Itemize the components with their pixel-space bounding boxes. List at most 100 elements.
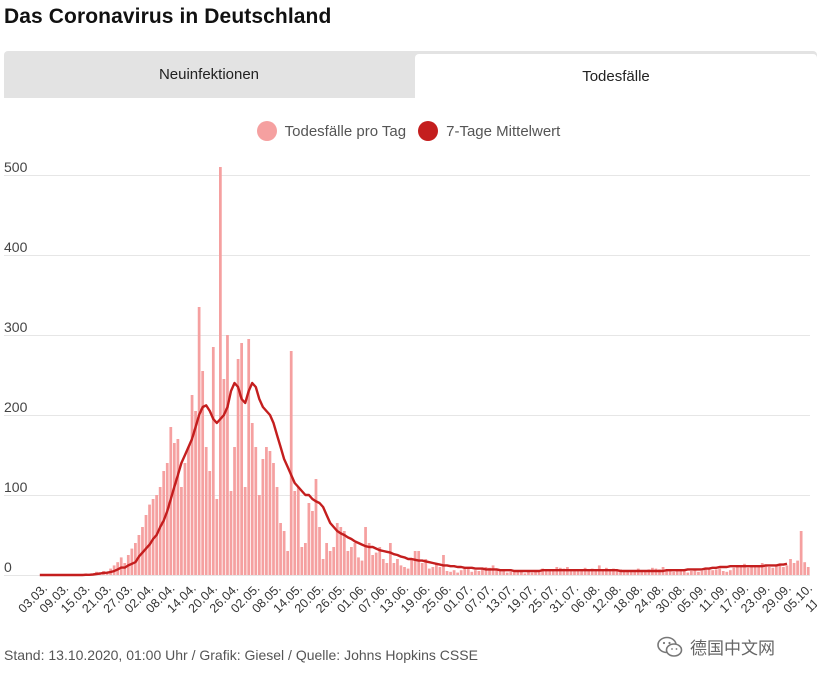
bar — [629, 570, 633, 575]
bar — [459, 570, 463, 575]
bar — [633, 571, 637, 575]
bar — [257, 495, 261, 575]
bar — [144, 515, 148, 575]
seven-day-average-line — [39, 381, 788, 577]
bar — [303, 543, 307, 575]
bar — [265, 447, 268, 575]
bar — [495, 569, 498, 575]
bar — [792, 563, 796, 575]
bar — [180, 487, 183, 575]
bar — [548, 570, 552, 575]
bar — [247, 339, 251, 575]
y-tick-label: 500 — [4, 159, 28, 175]
bar — [396, 559, 399, 575]
bar — [134, 543, 137, 575]
legend-item-average[interactable]: 7-Tage Mittelwert — [418, 121, 560, 141]
bar — [622, 571, 626, 575]
bar — [714, 569, 718, 575]
bar — [385, 563, 389, 575]
bar — [289, 351, 293, 575]
bar — [452, 570, 456, 575]
y-tick-label: 0 — [4, 559, 12, 575]
bar — [502, 570, 506, 575]
bar — [360, 560, 364, 575]
bar — [484, 567, 488, 575]
bar — [778, 563, 782, 575]
bar — [233, 447, 236, 575]
bar — [562, 568, 566, 575]
bar — [229, 491, 233, 575]
bar — [470, 571, 474, 575]
bar — [374, 552, 378, 575]
bar — [424, 559, 428, 575]
bar — [477, 571, 481, 575]
bar — [697, 571, 700, 575]
bar — [576, 571, 580, 575]
bar — [767, 567, 771, 575]
bar — [718, 568, 722, 575]
bar — [201, 371, 205, 575]
bar — [689, 571, 693, 575]
bar — [328, 551, 332, 575]
legend-item-daily[interactable]: Todesfälle pro Tag — [256, 121, 406, 141]
bar — [119, 557, 123, 575]
bar — [364, 527, 367, 575]
bar — [573, 569, 576, 575]
bar — [732, 567, 736, 575]
bar — [782, 567, 785, 575]
bar — [516, 570, 520, 575]
bar — [785, 565, 789, 575]
bar — [764, 565, 768, 575]
bar — [219, 167, 222, 575]
source-footer: Stand: 13.10.2020, 01:00 Uhr / Grafik: G… — [4, 647, 478, 663]
bar — [711, 570, 714, 575]
x-axis-labels: 03.03.09.03.15.03.21.03.27.03.02.04.08.0… — [16, 581, 817, 615]
bar — [183, 463, 187, 575]
bar — [208, 471, 212, 575]
bar — [222, 379, 226, 575]
bar — [332, 547, 336, 575]
bar — [668, 571, 672, 575]
bar — [293, 491, 297, 575]
bar — [541, 568, 545, 575]
bar — [481, 568, 484, 575]
bar — [314, 479, 318, 575]
bar — [431, 567, 435, 575]
wechat-icon — [657, 636, 683, 657]
tab-neuinfektionen[interactable]: Neuinfektionen — [158, 66, 260, 83]
bar — [381, 559, 385, 575]
bar — [530, 572, 534, 575]
bar — [643, 571, 647, 575]
bar — [236, 359, 240, 575]
bar — [388, 543, 392, 575]
bar — [243, 487, 247, 575]
bar — [675, 570, 679, 575]
bar — [615, 570, 619, 575]
bar — [410, 559, 413, 575]
bar — [686, 572, 690, 575]
bar — [403, 567, 406, 575]
bar — [282, 531, 286, 575]
bar — [187, 447, 190, 575]
bar — [505, 572, 509, 575]
bar — [498, 571, 502, 575]
bar — [569, 570, 573, 575]
bar — [728, 570, 732, 575]
bar — [608, 569, 612, 575]
bar — [367, 543, 371, 575]
watermark-text: 德国中文网 — [690, 639, 775, 658]
bar — [725, 571, 729, 575]
bar — [743, 563, 746, 575]
bar — [300, 547, 304, 575]
bar — [190, 395, 194, 575]
bar — [130, 548, 134, 575]
bar — [378, 547, 382, 575]
bar — [371, 555, 375, 575]
bar — [413, 551, 417, 575]
tab-todesfaelle[interactable]: Todesfälle — [415, 54, 817, 98]
bar — [123, 563, 127, 575]
bar — [417, 551, 421, 575]
bar — [197, 307, 201, 575]
bar — [580, 570, 583, 575]
bar — [534, 571, 537, 575]
